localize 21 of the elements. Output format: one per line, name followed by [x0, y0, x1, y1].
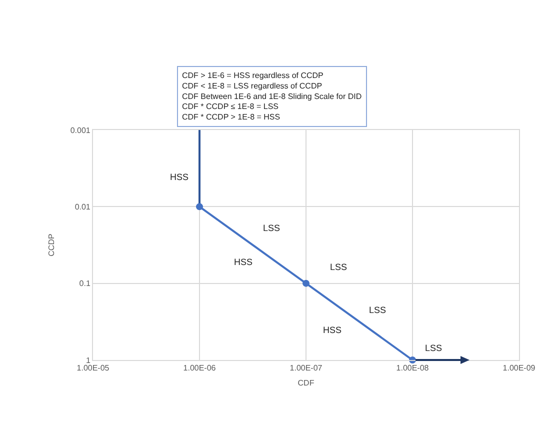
annotation: LSS [425, 343, 442, 353]
x-axis-title: CDF [298, 378, 314, 388]
y-tick-label: 0.01 [74, 202, 91, 212]
annotation: LSS [369, 305, 386, 315]
x-tick-label: 1.00E-05 [76, 364, 110, 373]
annotation: HSS [234, 257, 253, 267]
x-tick-label: 1.00E-06 [183, 364, 216, 373]
x-tick-label: 1.00E-08 [396, 364, 430, 373]
annotation: LSS [330, 262, 348, 272]
y-axis-title: CCDP [47, 234, 56, 256]
y-tick-label: 1 [86, 356, 91, 365]
annotation: HSS [323, 325, 342, 335]
point [302, 280, 310, 287]
y-tick-label: 0.001 [70, 126, 91, 135]
annotation: LSS [263, 223, 280, 233]
x-tick-label: 1.00E-09 [502, 364, 536, 373]
text: CDF > 1E-6 = HSS regardless of CCDP CDF < 1E-8 = LSS regardless of CCDP CDF Between 1E-6 and 1E-8 Sliding Scale for DID CDF * CCDP ≤ 1E-8 = LSS CDF * CCDP > 1E-8 = HSS [182, 71, 362, 122]
point [196, 203, 203, 210]
x-tick-label: 1.00E-07 [290, 364, 323, 373]
y-tick-label: 0.1 [79, 279, 91, 288]
annotation: HSS [170, 172, 189, 182]
